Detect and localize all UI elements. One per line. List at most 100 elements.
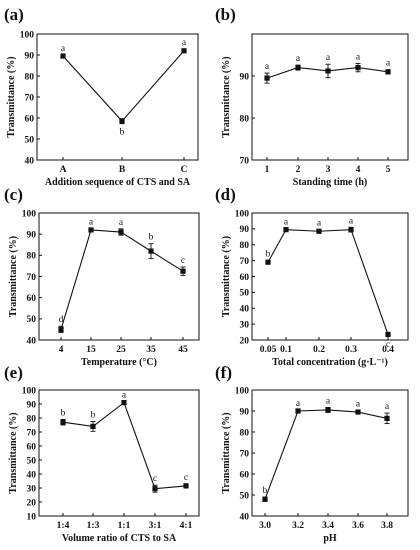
significance-letter: a [385, 402, 390, 412]
y-tick-label: 100 [22, 386, 37, 396]
y-tick-label: 50 [240, 491, 250, 501]
panel-label: (e) [4, 363, 23, 382]
y-tick-label: 50 [25, 135, 35, 145]
y-tick-label: 80 [240, 241, 250, 251]
data-point [119, 118, 125, 124]
x-tick-label: 0.3 [345, 345, 357, 355]
panel-label: (b) [215, 5, 236, 24]
y-tick-label: 50 [27, 315, 37, 325]
x-tick-label: 4:1 [180, 521, 193, 531]
x-tick-label: 3:1 [149, 521, 162, 531]
x-axis-title: Standing time (h) [293, 177, 367, 188]
significance-letter: c [153, 474, 157, 484]
x-axis-title: Addition sequence of CTS and SA [45, 177, 191, 188]
y-axis-title: Transmittance (%) [221, 56, 232, 137]
significance-letter: b [61, 408, 66, 418]
significance-letter: a [61, 44, 66, 54]
series-line [267, 229, 389, 335]
data-point [148, 248, 154, 254]
x-tick-label: 5 [386, 165, 391, 175]
y-tick-label: 90 [25, 51, 35, 61]
chart-panel-e: (e) 10 20 30 40 50 60 70 80 90 100 1:4 1:3 1:1 3:1 4:1V… [4, 363, 200, 544]
series-line [60, 229, 184, 330]
y-tick-label: 90 [27, 230, 37, 240]
y-axis-title: Transmittance (%) [8, 236, 19, 317]
x-tick-label: 35 [146, 345, 156, 355]
significance-letter: b [263, 486, 268, 496]
x-tick-label: 3.6 [352, 521, 364, 531]
significance-letter: a [296, 399, 301, 409]
y-tick-label: 60 [240, 470, 250, 480]
y-axis-title: Transmittance (%) [8, 412, 19, 493]
plot-frame [251, 212, 409, 341]
y-tick-label: 20 [240, 336, 250, 346]
y-tick-label: 70 [25, 93, 35, 103]
significance-letter: c [184, 473, 188, 483]
significance-letter: b [266, 250, 271, 260]
x-tick-label: 2 [296, 165, 301, 175]
y-tick-label: 60 [27, 294, 37, 304]
data-point [262, 496, 268, 502]
data-point [60, 419, 66, 425]
x-axis-title: Total concentration (g·L⁻¹) [272, 357, 388, 368]
y-axis-title: Transmittance (%) [221, 236, 232, 317]
panel-label: (a) [4, 5, 24, 24]
series-line [264, 409, 388, 500]
y-tick-label: 60 [27, 442, 37, 452]
x-tick-label: 0.2 [313, 345, 325, 355]
data-point [355, 409, 361, 415]
significance-letter: a [122, 390, 127, 400]
y-tick-label: 90 [240, 225, 250, 235]
x-tick-label: 1:3 [87, 521, 100, 531]
data-point [325, 407, 331, 413]
chart-panel-c: (c) 40 50 60 70 80 90 100 4 15 25 35 45 Temperature (… [4, 185, 200, 368]
data-point [152, 486, 158, 492]
data-point [316, 228, 322, 234]
data-point [90, 423, 96, 429]
x-tick-label: 1:4 [57, 521, 70, 531]
y-tick-label: 40 [25, 156, 35, 166]
y-tick-label: 70 [27, 273, 37, 283]
data-point [283, 227, 289, 233]
y-tick-label: 70 [240, 156, 250, 166]
y-tick-label: 100 [235, 386, 250, 396]
significance-letter: a [182, 38, 187, 48]
x-tick-label: 15 [86, 345, 96, 355]
x-tick-label: 0.05 [260, 345, 277, 355]
x-tick-label: 0.1 [280, 345, 292, 355]
data-point [181, 48, 187, 54]
y-tick-label: 50 [240, 289, 250, 299]
significance-letter: b [149, 233, 154, 243]
y-tick-label: 90 [240, 72, 250, 82]
significance-letter: a [296, 54, 301, 64]
x-tick-label: 3.8 [381, 521, 393, 531]
chart-panel-b: (b) 70 80 90 1 2 3 4 5 Standing time (h) Transmitt… [215, 5, 409, 188]
y-tick-label: 10 [27, 512, 37, 522]
significance-letter: a [119, 218, 124, 228]
data-point [88, 227, 94, 233]
y-tick-label: 40 [27, 470, 37, 480]
significance-letter: a [356, 52, 361, 62]
significance-letter: a [356, 399, 361, 409]
plot-frame [38, 389, 200, 517]
data-point [183, 483, 189, 489]
data-point [295, 408, 301, 414]
significance-letter: a [284, 217, 289, 227]
panel-label: (c) [4, 185, 23, 204]
data-point [355, 65, 361, 71]
significance-letter: d [59, 315, 64, 325]
significance-letter: a [317, 218, 322, 228]
y-tick-label: 60 [25, 114, 35, 124]
significance-letter: a [326, 53, 331, 63]
y-tick-label: 50 [27, 456, 37, 466]
x-tick-label: 3.4 [322, 521, 334, 531]
data-point [60, 53, 66, 59]
chart-panel-a: (a) 40 50 60 70 80 90 100 A B C Addition sequence o… [4, 5, 199, 188]
y-tick-label: 70 [240, 449, 250, 459]
x-tick-label: 1 [265, 165, 270, 175]
chart-panel-d: (d) 20 30 40 50 60 70 80 90 100 0.05 0.1 0.2 0.3 0.4 To… [215, 185, 409, 368]
panel-label: (d) [215, 185, 236, 204]
significance-letter: b [91, 411, 96, 421]
y-tick-label: 100 [22, 209, 37, 219]
